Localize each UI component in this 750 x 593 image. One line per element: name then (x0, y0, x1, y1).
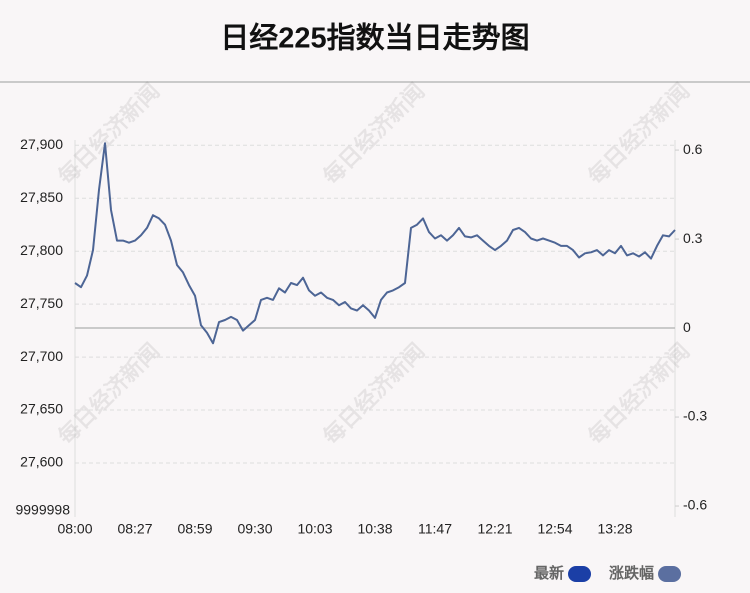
x-tick-label: 10:38 (357, 521, 392, 537)
y-bottom-label: 9999998 (15, 502, 70, 518)
y-tick-label: 27,900 (20, 136, 63, 152)
y-tick-label: 27,750 (20, 295, 63, 311)
price-line (74, 142, 676, 345)
watermark: 每日经济新闻 (53, 338, 164, 449)
legend-swatch (568, 566, 592, 582)
x-tick-label: 08:00 (57, 521, 92, 537)
y-tick-label: 27,700 (20, 348, 63, 364)
y2-tick-label: -0.3 (683, 408, 707, 424)
watermark: 每日经济新闻 (583, 338, 694, 449)
x-tick-label: 13:28 (597, 521, 632, 537)
x-tick-label: 09:30 (237, 521, 272, 537)
y2-tick-label: 0 (683, 319, 691, 335)
y-tick-label: 27,650 (20, 401, 63, 417)
y-tick-label: 27,850 (20, 189, 63, 205)
legend-swatch (658, 566, 682, 582)
y-tick-label: 27,600 (20, 454, 63, 470)
x-tick-label: 08:27 (117, 521, 152, 537)
watermark: 每日经济新闻 (583, 78, 694, 189)
watermark: 每日经济新闻 (53, 78, 164, 189)
legend-label: 最新 (534, 564, 564, 582)
x-tick-label: 11:47 (418, 521, 452, 537)
x-tick-label: 12:54 (537, 521, 572, 537)
y2-tick-label: -0.6 (683, 497, 707, 513)
chart-title: 日经225指数当日走势图 (220, 21, 529, 55)
x-tick-label: 10:03 (297, 521, 332, 537)
x-tick-label: 08:59 (177, 521, 212, 537)
watermark: 每日经济新闻 (318, 78, 429, 189)
y2-tick-label: 0.3 (683, 230, 703, 246)
y-tick-label: 27,800 (20, 242, 63, 258)
legend-label: 涨跌幅 (609, 564, 654, 582)
x-tick-label: 12:21 (477, 521, 512, 537)
y2-tick-label: 0.6 (683, 141, 703, 157)
watermark: 每日经济新闻 (318, 338, 429, 449)
